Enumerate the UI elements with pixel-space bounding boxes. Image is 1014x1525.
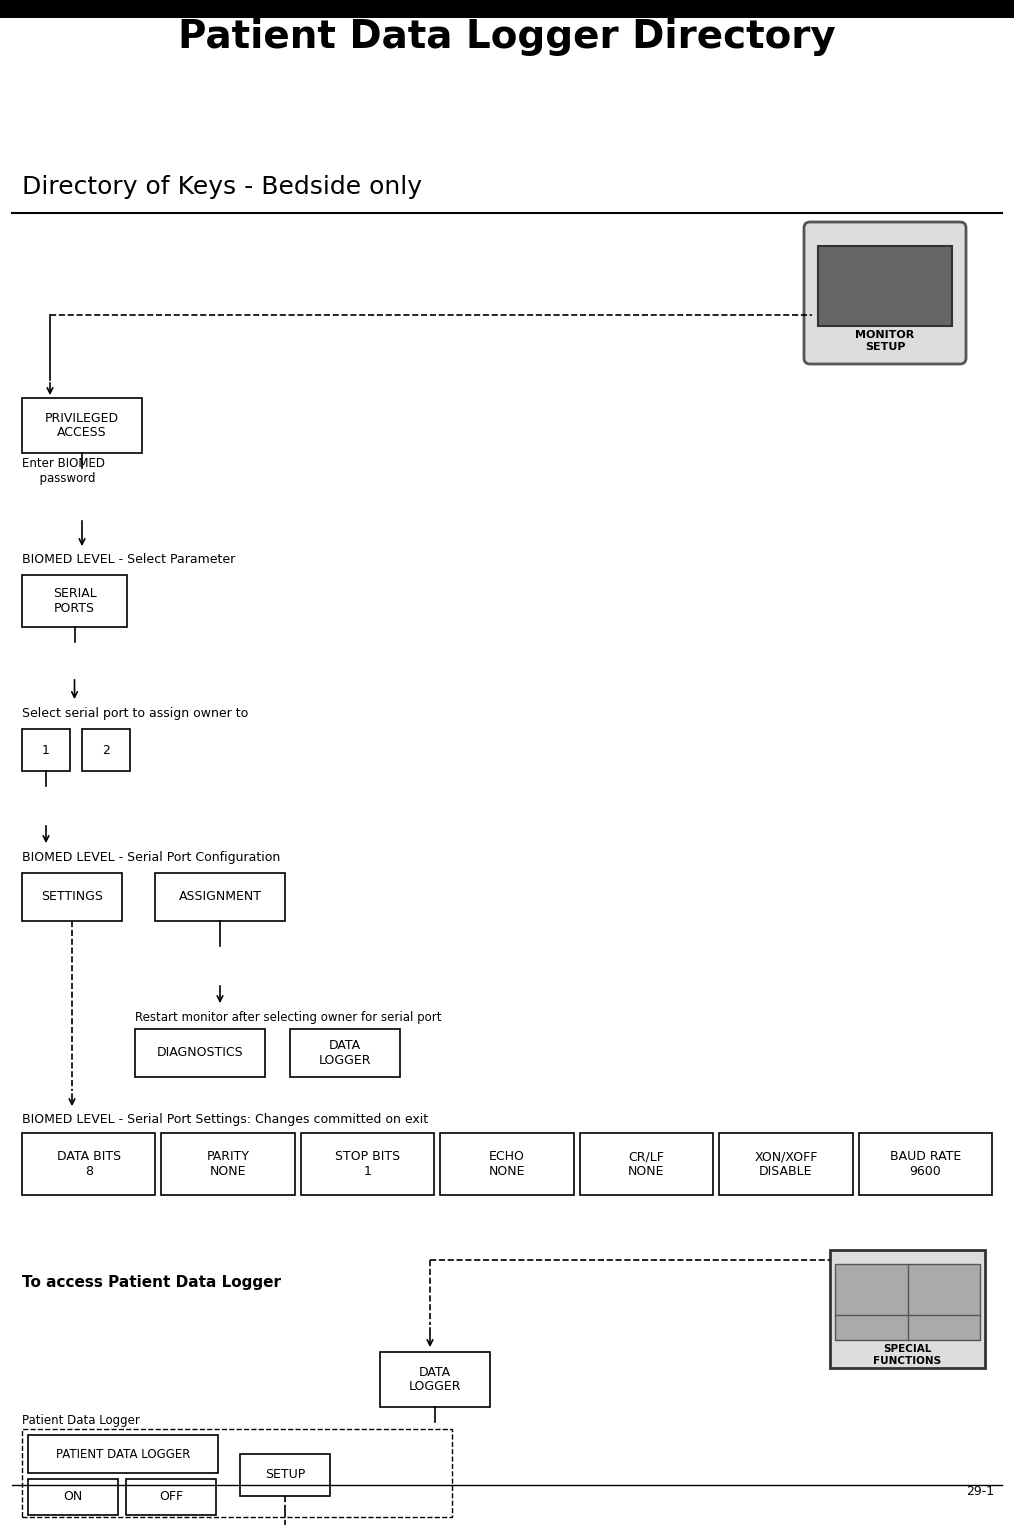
- Text: SETUP: SETUP: [265, 1469, 305, 1481]
- Text: Select serial port to assign owner to: Select serial port to assign owner to: [22, 708, 248, 720]
- FancyBboxPatch shape: [440, 1133, 574, 1196]
- Text: DATA BITS
8: DATA BITS 8: [57, 1150, 121, 1177]
- Text: ASSIGNMENT: ASSIGNMENT: [178, 891, 262, 903]
- Text: ON: ON: [63, 1490, 82, 1504]
- FancyBboxPatch shape: [22, 729, 70, 772]
- Text: ECHO
NONE: ECHO NONE: [489, 1150, 525, 1177]
- FancyBboxPatch shape: [804, 223, 966, 364]
- Text: SETTINGS: SETTINGS: [41, 891, 103, 903]
- Text: CR/LF
NONE: CR/LF NONE: [629, 1150, 665, 1177]
- FancyBboxPatch shape: [835, 1264, 980, 1340]
- Text: XON/XOFF
DISABLE: XON/XOFF DISABLE: [754, 1150, 817, 1177]
- FancyBboxPatch shape: [28, 1479, 118, 1514]
- Text: 1: 1: [42, 744, 50, 756]
- Text: Enter BIOMED
  password: Enter BIOMED password: [22, 458, 105, 485]
- Text: Patient Data Logger: Patient Data Logger: [22, 1414, 140, 1427]
- FancyBboxPatch shape: [301, 1133, 434, 1196]
- FancyBboxPatch shape: [240, 1453, 330, 1496]
- FancyBboxPatch shape: [135, 1029, 265, 1077]
- Text: BIOMED LEVEL - Select Parameter: BIOMED LEVEL - Select Parameter: [22, 554, 235, 566]
- FancyBboxPatch shape: [859, 1133, 992, 1196]
- FancyBboxPatch shape: [28, 1435, 218, 1473]
- FancyBboxPatch shape: [161, 1133, 295, 1196]
- FancyBboxPatch shape: [290, 1029, 400, 1077]
- Text: PRIVILEGED
ACCESS: PRIVILEGED ACCESS: [45, 412, 119, 439]
- FancyBboxPatch shape: [818, 246, 952, 326]
- Text: Patient Data Logger Directory: Patient Data Logger Directory: [178, 18, 836, 56]
- FancyBboxPatch shape: [22, 1429, 452, 1517]
- FancyBboxPatch shape: [380, 1353, 490, 1408]
- Text: BIOMED LEVEL - Serial Port Configuration: BIOMED LEVEL - Serial Port Configuration: [22, 851, 280, 865]
- FancyBboxPatch shape: [126, 1479, 216, 1514]
- FancyBboxPatch shape: [22, 575, 127, 627]
- Text: Restart monitor after selecting owner for serial port: Restart monitor after selecting owner fo…: [135, 1011, 441, 1023]
- FancyBboxPatch shape: [0, 0, 1014, 18]
- Text: SERIAL
PORTS: SERIAL PORTS: [53, 587, 96, 615]
- FancyBboxPatch shape: [580, 1133, 713, 1196]
- Text: DATA
LOGGER: DATA LOGGER: [409, 1365, 461, 1394]
- Text: PARITY
NONE: PARITY NONE: [207, 1150, 249, 1177]
- Text: DIAGNOSTICS: DIAGNOSTICS: [157, 1046, 243, 1060]
- FancyBboxPatch shape: [719, 1133, 853, 1196]
- Text: MONITOR
SETUP: MONITOR SETUP: [856, 329, 915, 352]
- FancyBboxPatch shape: [830, 1250, 985, 1368]
- Text: BAUD RATE
9600: BAUD RATE 9600: [889, 1150, 961, 1177]
- Text: STOP BITS
1: STOP BITS 1: [335, 1150, 401, 1177]
- Text: 2: 2: [102, 744, 110, 756]
- Text: OFF: OFF: [159, 1490, 184, 1504]
- Text: 29-1: 29-1: [966, 1485, 994, 1498]
- FancyBboxPatch shape: [22, 872, 122, 921]
- Text: To access Patient Data Logger: To access Patient Data Logger: [22, 1275, 281, 1290]
- FancyBboxPatch shape: [22, 398, 142, 453]
- FancyBboxPatch shape: [82, 729, 130, 772]
- FancyBboxPatch shape: [155, 872, 285, 921]
- FancyBboxPatch shape: [22, 1133, 155, 1196]
- Text: BIOMED LEVEL - Serial Port Settings: Changes committed on exit: BIOMED LEVEL - Serial Port Settings: Cha…: [22, 1113, 428, 1125]
- Text: DATA
LOGGER: DATA LOGGER: [318, 1039, 371, 1068]
- Text: Directory of Keys - Bedside only: Directory of Keys - Bedside only: [22, 175, 422, 198]
- Text: SPECIAL
FUNCTIONS: SPECIAL FUNCTIONS: [873, 1344, 942, 1365]
- Text: PATIENT DATA LOGGER: PATIENT DATA LOGGER: [56, 1447, 191, 1461]
